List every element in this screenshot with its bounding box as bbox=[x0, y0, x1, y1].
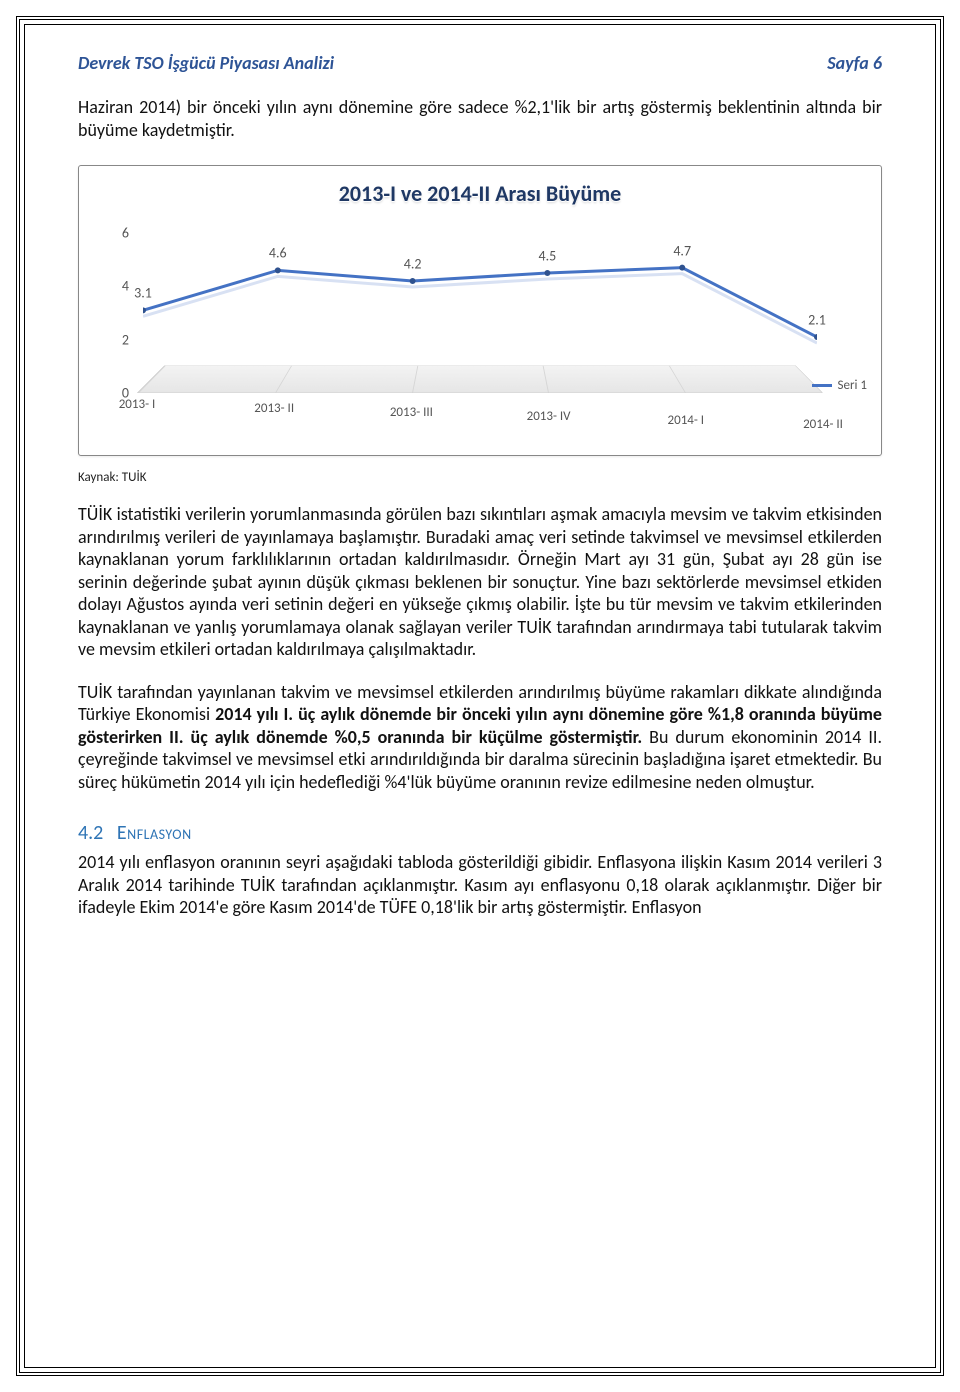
x-axis-label: 2014- I bbox=[668, 413, 705, 428]
chart-line bbox=[143, 268, 817, 337]
y-tick: 2 bbox=[89, 331, 129, 348]
chart-legend: Seri 1 bbox=[812, 378, 868, 393]
chart-data-label: 4.6 bbox=[269, 245, 287, 262]
chart-data-label: 3.1 bbox=[134, 285, 152, 302]
chart-marker bbox=[679, 265, 685, 271]
x-axis-label: 2013- III bbox=[390, 405, 433, 420]
growth-chart-card: 2013-I ve 2014-II Arası Büyüme 0246 3.14… bbox=[78, 165, 882, 456]
chart-area: 0246 3.14.64.24.54.72.1 2013- I2013- II2… bbox=[83, 213, 877, 443]
legend-label: Seri 1 bbox=[838, 378, 868, 393]
x-axis-labels: 2013- I2013- II2013- III2013- IV2014- I2… bbox=[137, 397, 823, 435]
page-content: Devrek TSO İşgücü Piyasası Analizi Sayfa… bbox=[28, 28, 932, 1364]
chart-plot: 3.14.64.24.54.72.1 bbox=[143, 233, 817, 393]
x-axis-label: 2013- IV bbox=[527, 409, 571, 424]
y-tick: 6 bbox=[89, 225, 129, 242]
legend-swatch bbox=[812, 384, 832, 387]
header-page-number: Sayfa 6 bbox=[827, 52, 882, 74]
chart-marker bbox=[275, 267, 281, 273]
paragraph-1: TÜİK istatistiki verilerin yorumlanmasın… bbox=[78, 503, 882, 661]
paragraph-3: 2014 yılı enflasyon oranının seyri aşağı… bbox=[78, 851, 882, 919]
chart-data-label: 2.1 bbox=[808, 312, 826, 329]
section-heading-enflasyon: 4.2 Enflasyon bbox=[78, 821, 882, 845]
y-tick: 4 bbox=[89, 278, 129, 295]
header-title: Devrek TSO İşgücü Piyasası Analizi bbox=[78, 52, 334, 74]
x-axis-label: 2014- II bbox=[803, 417, 843, 432]
chart-marker bbox=[410, 278, 416, 284]
intro-paragraph: Haziran 2014) bir önceki yılın aynı döne… bbox=[78, 96, 882, 141]
x-axis-label: 2013- I bbox=[119, 397, 156, 412]
page-header: Devrek TSO İşgücü Piyasası Analizi Sayfa… bbox=[78, 52, 882, 74]
chart-line-svg bbox=[143, 233, 817, 393]
chart-source: Kaynak: TUİK bbox=[78, 470, 882, 485]
y-axis: 0246 bbox=[89, 237, 129, 403]
x-axis-label: 2013- II bbox=[254, 401, 294, 416]
chart-data-label: 4.7 bbox=[673, 242, 691, 259]
chart-data-label: 4.2 bbox=[404, 256, 422, 273]
chart-marker bbox=[544, 270, 550, 276]
chart-title: 2013-I ve 2014-II Arası Büyüme bbox=[83, 180, 877, 207]
paragraph-2: TUİK tarafından yayınlanan takvim ve mev… bbox=[78, 681, 882, 794]
chart-data-label: 4.5 bbox=[539, 248, 557, 265]
section-number: 4.2 bbox=[78, 821, 103, 845]
section-title: Enflasyon bbox=[117, 821, 192, 845]
